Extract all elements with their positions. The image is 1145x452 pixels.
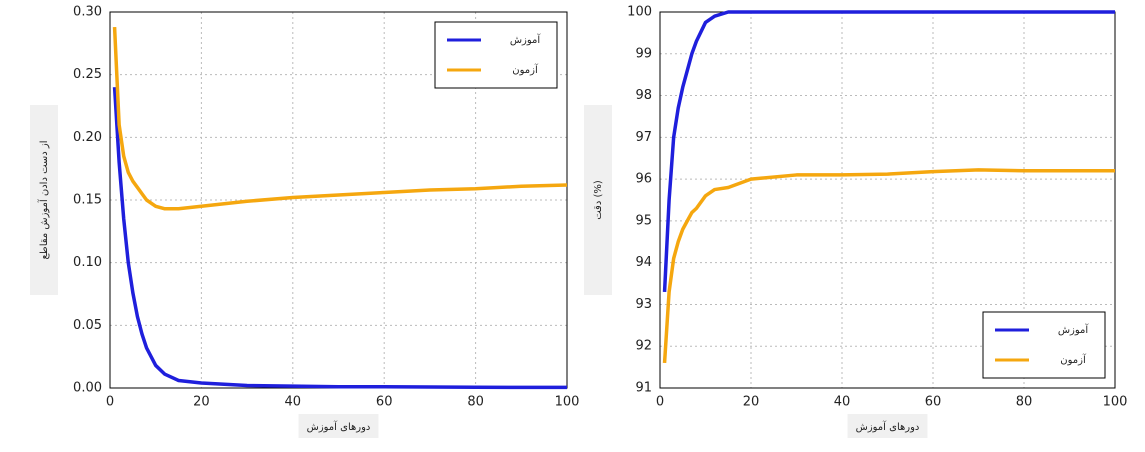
y-tick-label: 0.20: [73, 130, 102, 145]
y-tick-label: 91: [635, 381, 652, 396]
x-tick-label: 0: [656, 395, 664, 410]
x-tick-label: 0: [106, 395, 114, 410]
x-tick-label: 20: [193, 395, 210, 410]
x-tick-label: 40: [834, 395, 851, 410]
legend-label: آموزش: [510, 33, 542, 46]
x-axis-label: دورهای آموزش: [307, 420, 371, 433]
y-tick-label: 93: [635, 297, 652, 312]
legend-label: آزمون: [512, 63, 539, 76]
y-tick-label: 100: [627, 5, 652, 20]
y-tick-label: 97: [635, 130, 652, 145]
y-tick-label: 0.25: [73, 67, 102, 82]
x-tick-label: 20: [743, 395, 760, 410]
x-axis-label: دورهای آموزش: [856, 420, 920, 433]
y-tick-label: 0.00: [73, 381, 102, 396]
x-label-bg: [847, 414, 928, 438]
y-axis-label: دقت (%): [593, 180, 604, 220]
y-label-bg: [584, 105, 612, 295]
series-line: [662, 10, 1115, 292]
series-line: [112, 87, 567, 390]
y-tick-label: 0.05: [73, 318, 102, 333]
y-label-bg: [30, 105, 58, 295]
legend-box: [434, 21, 558, 89]
y-tick-label: 98: [635, 88, 652, 103]
x-tick-label: 100: [1103, 395, 1128, 410]
x-tick-label: 40: [285, 395, 302, 410]
y-tick-label: 0.15: [73, 193, 102, 208]
legend-label: آزمون: [1060, 353, 1087, 366]
x-label-bg: [298, 414, 379, 438]
series-line: [112, 26, 568, 211]
y-axis-label: از دست دادن آموزش مقاطع: [37, 140, 50, 259]
y-tick-label: 94: [635, 255, 652, 270]
series-line: [662, 168, 1115, 364]
x-tick-label: 60: [925, 395, 942, 410]
y-tick-label: 95: [635, 213, 652, 228]
legend-label: آموزش: [1058, 323, 1090, 336]
y-tick-label: 99: [635, 46, 652, 61]
x-tick-label: 60: [376, 395, 393, 410]
x-tick-label: 100: [555, 395, 580, 410]
legend-box: [982, 311, 1106, 379]
y-tick-label: 96: [635, 172, 652, 187]
x-tick-label: 80: [467, 395, 484, 410]
y-tick-label: 0.30: [73, 5, 102, 20]
x-tick-label: 80: [1016, 395, 1033, 410]
y-tick-label: 92: [635, 339, 652, 354]
y-tick-label: 0.10: [73, 255, 102, 270]
